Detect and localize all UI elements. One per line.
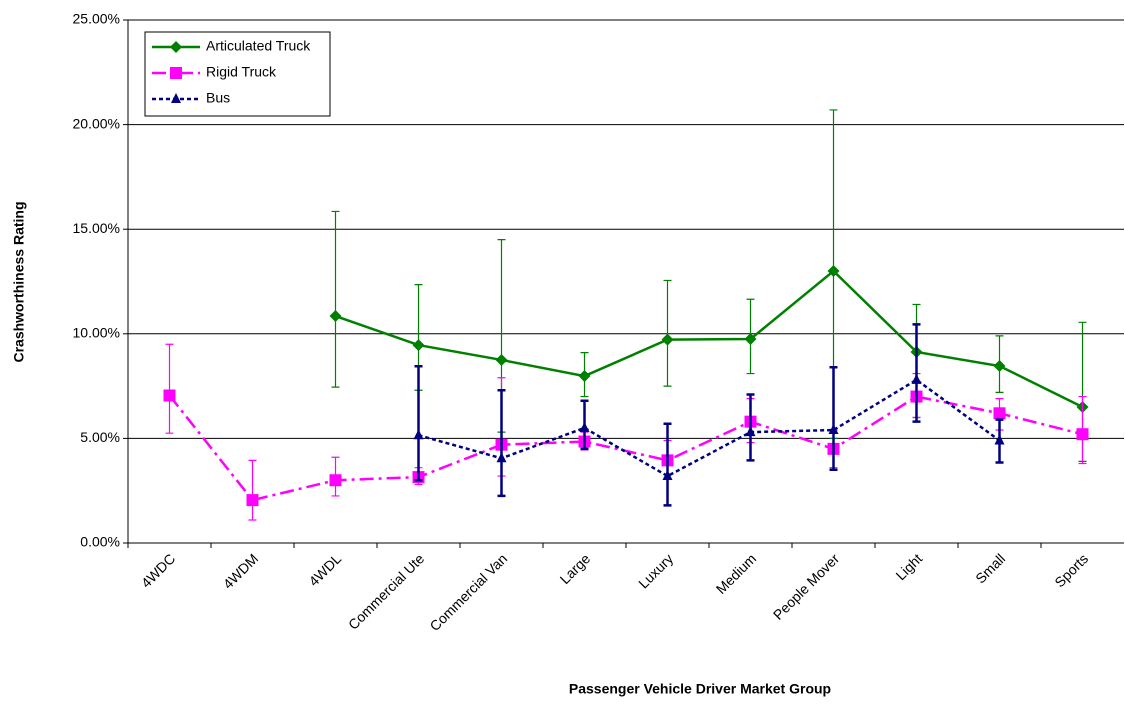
legend-label: Articulated Truck <box>206 38 311 54</box>
x-tick-label: Commercial Van <box>426 550 510 634</box>
data-point <box>578 370 591 383</box>
y-axis-title: Crashworthiness Rating <box>11 201 27 362</box>
y-tick-label: 20.00% <box>73 115 120 131</box>
series <box>413 323 1005 507</box>
x-tick-label: Luxury <box>635 550 676 591</box>
data-point <box>662 470 673 481</box>
x-axis-title: Passenger Vehicle Driver Market Group <box>569 681 831 697</box>
error-bar <box>829 366 838 472</box>
error-bar <box>414 364 423 482</box>
error-bar <box>165 343 174 434</box>
error-bar <box>331 210 340 388</box>
error-bar <box>497 389 506 498</box>
data-point <box>579 421 590 432</box>
x-tick-label: People Mover <box>770 550 843 623</box>
series <box>163 343 1089 521</box>
y-tick-label: 5.00% <box>80 429 120 445</box>
data-point <box>163 389 176 402</box>
data-point <box>745 426 756 437</box>
x-tick-label: 4WDC <box>138 550 178 590</box>
y-tick-label: 15.00% <box>73 220 120 236</box>
y-tick-label: 10.00% <box>73 325 120 341</box>
data-point <box>329 310 342 323</box>
x-tick-label: 4WDL <box>305 550 344 589</box>
legend-marker <box>170 41 182 53</box>
data-point <box>993 407 1006 420</box>
data-point <box>413 429 424 440</box>
error-bar <box>663 279 672 387</box>
legend-marker <box>171 93 181 103</box>
legend-marker <box>170 67 182 79</box>
data-point <box>1076 428 1089 441</box>
x-tick-label: Sports <box>1051 550 1091 590</box>
data-point <box>246 494 259 507</box>
x-tick-label: Small <box>972 550 1008 586</box>
x-tick-label: Light <box>892 550 925 583</box>
error-bar <box>248 459 257 521</box>
data-point <box>496 452 507 463</box>
x-tick-label: Commercial Ute <box>345 550 427 632</box>
data-point <box>911 373 922 384</box>
x-tick-label: Large <box>557 550 594 587</box>
y-tick-label: 0.00% <box>80 534 120 550</box>
error-bar <box>663 422 672 507</box>
series <box>329 109 1089 463</box>
series-line <box>168 394 1083 502</box>
x-tick-label: Medium <box>713 550 760 597</box>
data-point <box>495 353 508 366</box>
data-point <box>827 265 840 278</box>
series-line <box>335 269 1084 409</box>
legend-label: Rigid Truck <box>206 64 277 80</box>
legend-label: Bus <box>206 90 230 106</box>
data-point <box>994 434 1005 445</box>
data-point <box>744 333 757 346</box>
legend: Articulated Truck Rigid Truck Bus <box>144 31 331 117</box>
data-point <box>412 339 425 352</box>
data-point <box>828 424 839 435</box>
error-bar <box>912 323 921 423</box>
series-line <box>418 378 1001 478</box>
y-tick-label: 25.00% <box>73 11 120 27</box>
data-point <box>329 474 342 487</box>
data-point <box>993 360 1006 373</box>
x-tick-label: 4WDM <box>220 550 262 592</box>
data-point <box>661 333 674 346</box>
